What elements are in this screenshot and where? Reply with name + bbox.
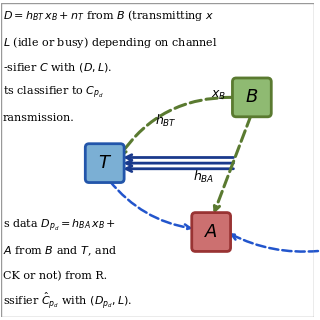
- Text: CK or not) from R.: CK or not) from R.: [3, 271, 107, 281]
- Text: $\mathit{B}$: $\mathit{B}$: [245, 88, 259, 106]
- Text: ransmission.: ransmission.: [3, 113, 75, 123]
- Text: $\mathit{A}$: $\mathit{A}$: [204, 223, 218, 241]
- Text: s data $D_{p_d} = h_{BA}\, x_B +$: s data $D_{p_d} = h_{BA}\, x_B +$: [3, 218, 116, 234]
- Text: $h_{BT}$: $h_{BT}$: [155, 113, 177, 129]
- Text: ssifier $\hat{C}_{p_d}$ with $(D_{p_d}, L)$.: ssifier $\hat{C}_{p_d}$ with $(D_{p_d}, …: [3, 291, 132, 311]
- FancyBboxPatch shape: [232, 78, 271, 117]
- FancyBboxPatch shape: [192, 212, 231, 252]
- Text: $h_{BA}$: $h_{BA}$: [193, 169, 214, 185]
- Text: -sifier $C$ with $(D, L)$.: -sifier $C$ with $(D, L)$.: [3, 61, 112, 74]
- FancyBboxPatch shape: [85, 144, 124, 182]
- Text: $A$ from $B$ and $T$, and: $A$ from $B$ and $T$, and: [3, 244, 117, 258]
- Text: $\mathit{T}$: $\mathit{T}$: [98, 154, 112, 172]
- Text: $L$ (idle or busy) depending on channel: $L$ (idle or busy) depending on channel: [3, 35, 218, 50]
- Text: ts classifier to $C_{p_d}$: ts classifier to $C_{p_d}$: [3, 84, 104, 101]
- Text: $D = h_{BT}\, x_B + n_T$ from $B$ (transmitting $x$: $D = h_{BT}\, x_B + n_T$ from $B$ (trans…: [3, 8, 214, 23]
- Text: $x_B$: $x_B$: [212, 89, 227, 102]
